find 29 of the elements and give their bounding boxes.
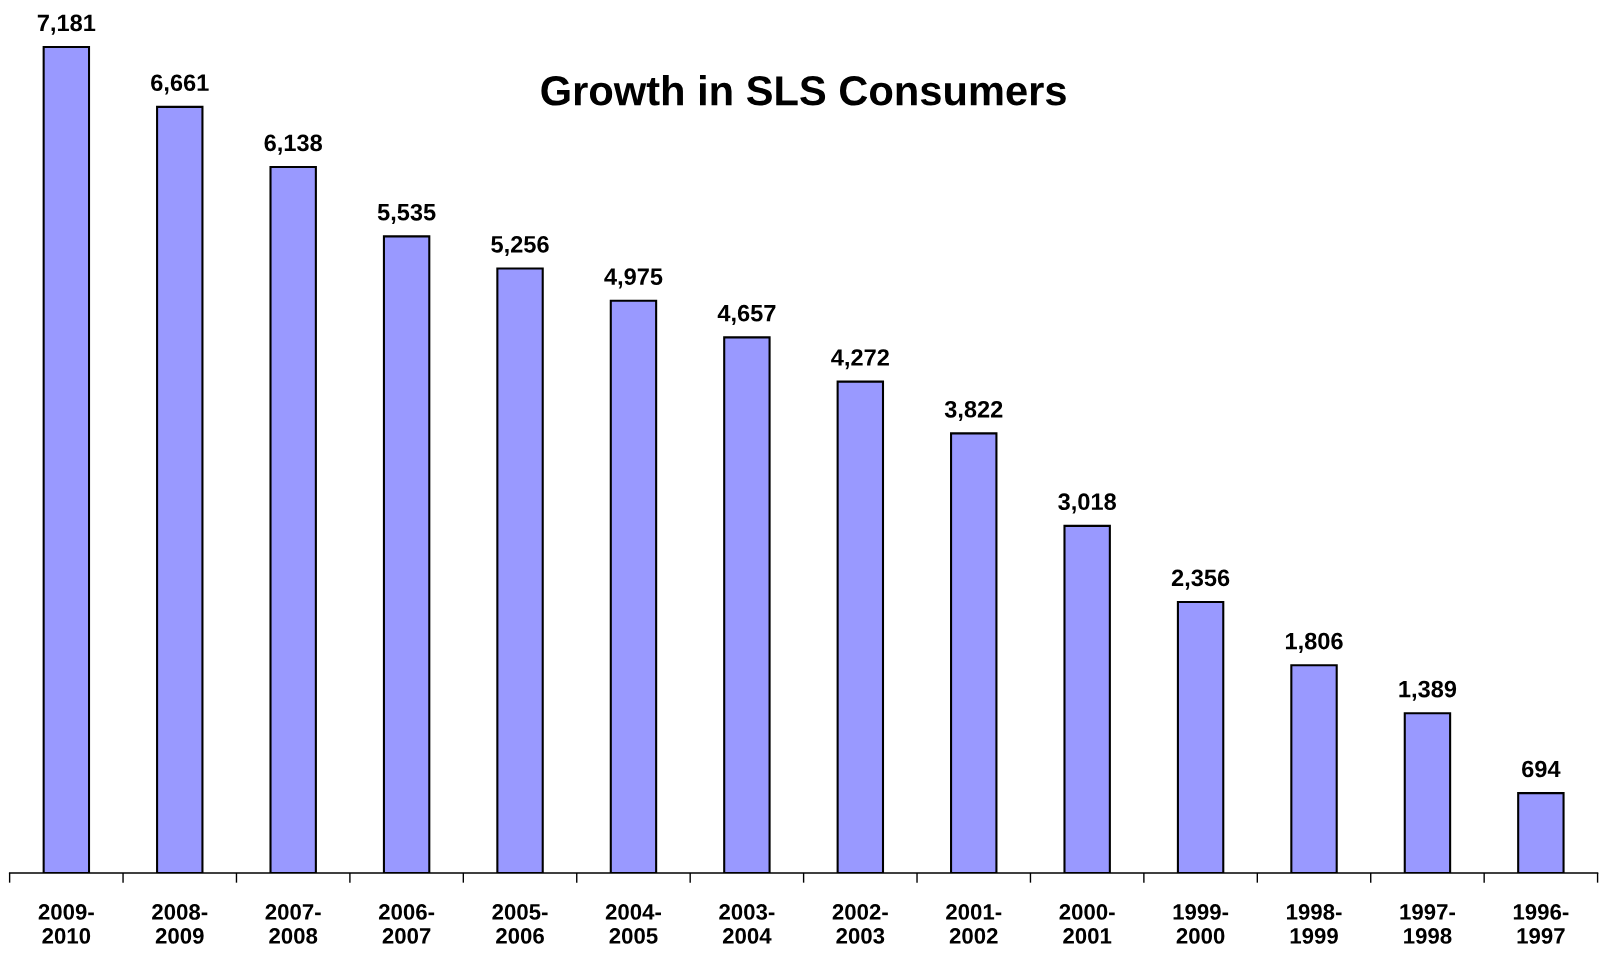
- data-label: 1,389: [1399, 680, 1457, 701]
- data-label: 3,018: [1058, 493, 1116, 514]
- x-tick-label: 1998- 1999: [1287, 904, 1342, 944]
- x-tick-label: 2008- 2009: [152, 904, 208, 944]
- x-tick-label: 2000- 2001: [1059, 904, 1115, 944]
- x-tick-label: 2003- 2004: [719, 904, 775, 944]
- data-label: 1,806: [1285, 632, 1343, 653]
- data-label: 5,256: [491, 235, 549, 257]
- x-tick-label: 2009- 2010: [38, 904, 94, 944]
- data-label: 3,822: [944, 400, 1003, 422]
- data-label: 2,356: [1171, 569, 1230, 590]
- x-tick-label: 2005- 2006: [492, 904, 548, 944]
- data-label: 7,181: [37, 14, 96, 35]
- x-tick-label: 2001- 2002: [946, 904, 1002, 944]
- data-label: 4,657: [717, 304, 776, 325]
- data-label: 6,661: [151, 74, 209, 95]
- data-label: 6,138: [264, 134, 323, 155]
- data-label: 4,272: [831, 349, 889, 370]
- x-tick-label: 1999- 2000: [1173, 904, 1229, 944]
- x-tick-label: 2002- 2003: [832, 904, 888, 944]
- x-tick-label: 1996- 1997: [1513, 904, 1569, 944]
- text: Growth in SLS Consumers: [541, 74, 1066, 106]
- x-tick-label: 1997- 1998: [1400, 904, 1455, 944]
- x-tick-label: 2007- 2008: [265, 904, 321, 944]
- x-tick-label: 2004- 2005: [605, 904, 661, 944]
- data-label: 4,975: [604, 268, 663, 289]
- x-tick-label: 2006- 2007: [378, 904, 435, 944]
- data-label: 694: [1522, 760, 1561, 778]
- data-label: 5,535: [377, 203, 436, 225]
